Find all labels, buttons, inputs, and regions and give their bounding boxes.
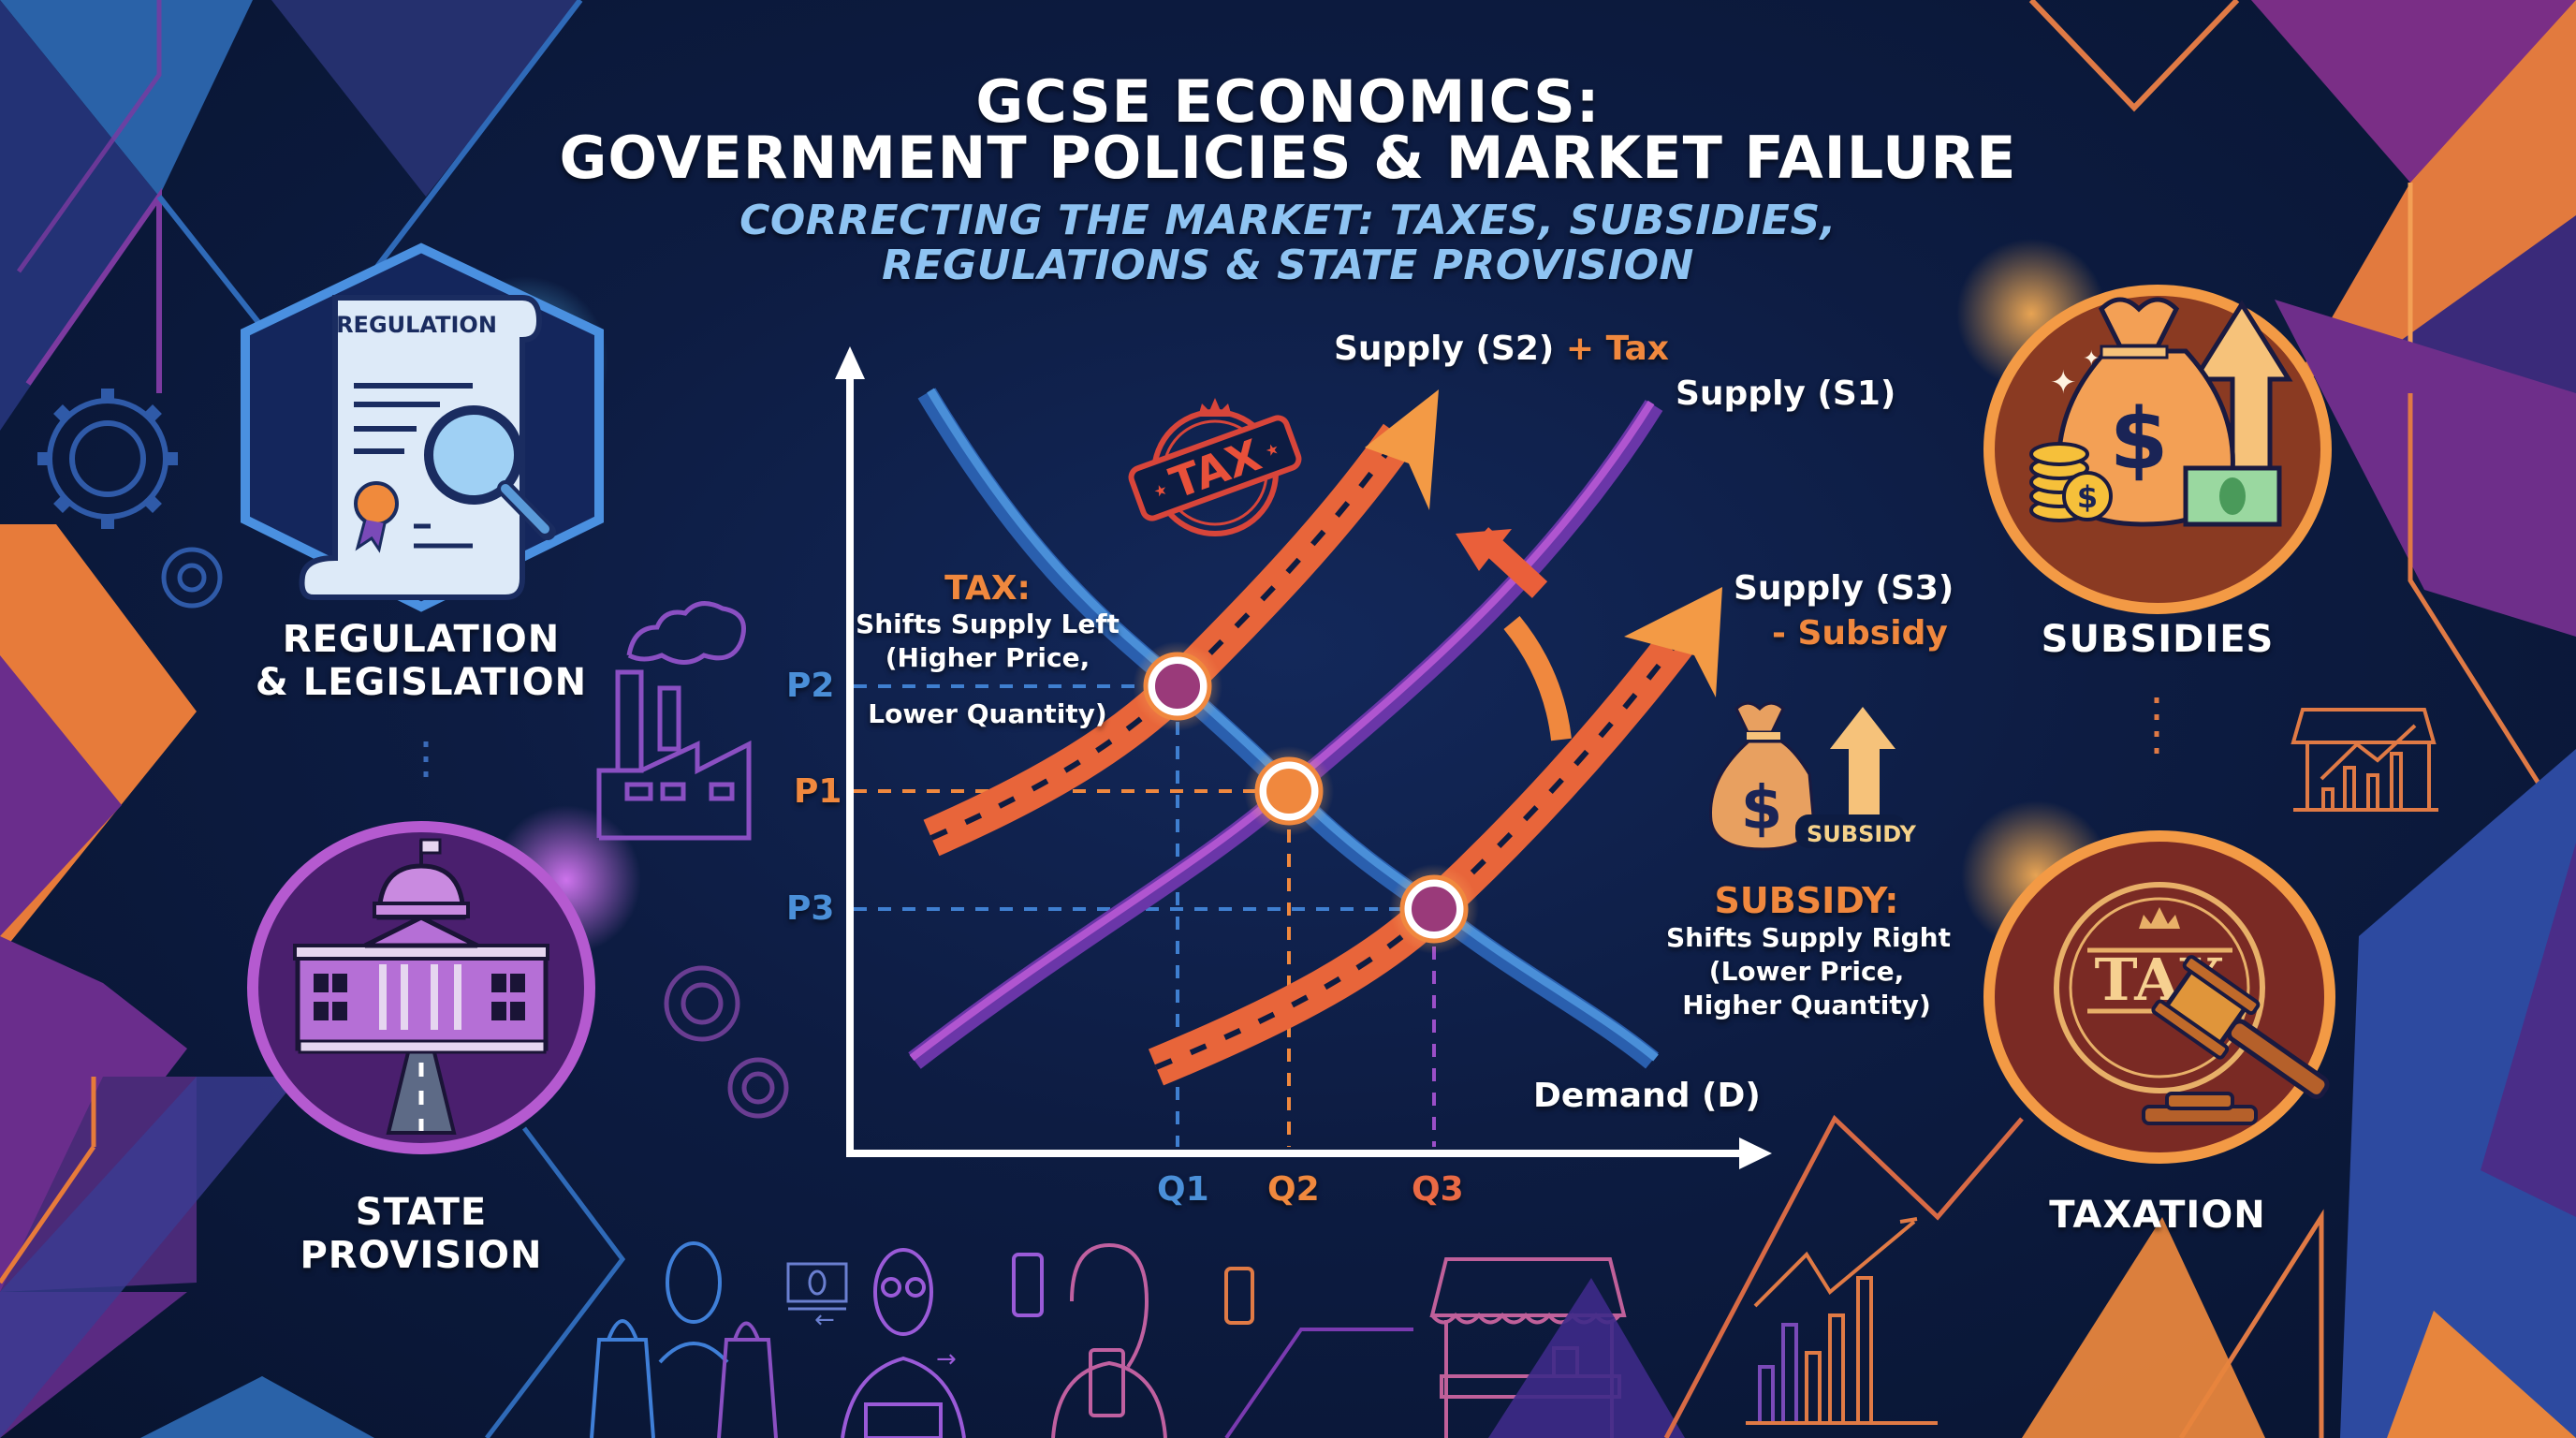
subsidies-label: SUBSIDIES — [2041, 618, 2275, 661]
s2-label-suffix: + Tax — [1565, 330, 1670, 368]
shopping-bag-icon — [717, 1321, 778, 1438]
subsidy-note-heading: SUBSIDY: — [1714, 880, 1899, 921]
demand-label: Demand (D) — [1533, 1077, 1761, 1115]
quantity-label-q3: Q3 — [1412, 1170, 1464, 1209]
equilibrium-point-e3 — [1389, 864, 1479, 954]
phone-icon — [1012, 1253, 1044, 1317]
tax-note-heading: TAX: — [944, 569, 1031, 608]
government-building-road-icon — [293, 838, 549, 1135]
shopper-man-icon — [590, 1241, 729, 1438]
sparkle-small-icon: ✦ — [2083, 347, 2100, 371]
supply-s2-arrowhead — [1365, 389, 1439, 510]
s2-label-main: Supply (S2) — [1334, 330, 1555, 368]
page-title-line1: GCSE ECONOMICS: — [975, 67, 1601, 136]
arrow-left-icon: ← — [814, 1306, 835, 1334]
regulation-label-line1: REGULATION — [282, 618, 561, 661]
taxation-label: TAXATION — [2049, 1194, 2266, 1237]
regulation-label: REGULATION & LEGISLATION — [243, 618, 599, 704]
svg-text:★: ★ — [1151, 479, 1170, 501]
svg-text:$: $ — [2110, 390, 2169, 489]
gear-purple-icon — [664, 965, 789, 1119]
s2-label: Supply (S2) + Tax — [1334, 330, 1669, 368]
price-label-p1: P1 — [794, 772, 842, 811]
woman-phone-icon — [1051, 1242, 1254, 1438]
subsidy-money-bag-icon: $ — [1709, 701, 1906, 851]
subtitle-line2: REGULATIONS & STATE PROVISION — [882, 242, 1694, 289]
factory-icon — [596, 601, 752, 841]
s3-label-main: Supply (S3) — [1734, 569, 1954, 608]
equilibrium-point-e2 — [1133, 641, 1222, 731]
shift-left-arrow-icon — [1456, 527, 1548, 598]
page-title-line2: GOVERNMENT POLICIES & MARKET FAILURE — [559, 124, 2017, 192]
tax-stamp-icon: TAX ★ ★ — [1128, 398, 1302, 536]
man-glasses-laptop-icon — [841, 1248, 966, 1438]
svg-text:$: $ — [1741, 774, 1783, 844]
subsidy-note: SUBSIDY: Shifts Supply Right (Lower Pric… — [1666, 880, 1951, 1022]
subsidy-note-line2: (Lower Price, — [1708, 956, 1905, 987]
subtitle-line1: CORRECTING THE MARKET: TAXES, SUBSIDIES, — [739, 197, 1837, 244]
regulation-document-magnifier-icon — [299, 295, 556, 600]
tax-seal-gavel-icon: TAX — [2054, 882, 2330, 1125]
supply-s3-subsidy-curve — [1148, 620, 1701, 1086]
tax-note-line1: Shifts Supply Left — [856, 609, 1120, 639]
quantity-label-q2: Q2 — [1267, 1170, 1320, 1209]
state-provision-label-line2: PROVISION — [300, 1234, 543, 1277]
price-guide-lines — [854, 684, 1436, 1147]
cash-note-icon — [786, 1262, 848, 1311]
supply-s1-curve — [908, 400, 1663, 1069]
subsidy-badge: SUBSIDY — [1807, 821, 1916, 847]
arrow-right-icon: → — [936, 1345, 957, 1373]
state-provision-label-line1: STATE — [355, 1191, 488, 1234]
tax-note: TAX: Shifts Supply Left (Higher Price, L… — [847, 569, 1128, 731]
sparkle-icon: ✦ — [2050, 364, 2077, 402]
s1-label: Supply (S1) — [1676, 374, 1896, 413]
svg-text:★: ★ — [1263, 439, 1281, 461]
s3-label-suffix: - Subsidy — [1772, 614, 1948, 653]
gear-small-icon — [161, 547, 223, 609]
price-label-p2: P2 — [786, 667, 835, 705]
equilibrium-point-e1 — [1244, 746, 1334, 836]
subsidy-note-line1: Shifts Supply Right — [1666, 922, 1951, 953]
svg-text:$: $ — [2077, 479, 2098, 515]
subsidy-note-line3: Higher Quantity) — [1682, 990, 1931, 1020]
quantity-label-q1: Q1 — [1157, 1170, 1209, 1209]
state-provision-label: STATE PROVISION — [243, 1191, 599, 1277]
regulation-label-line2: & LEGISLATION — [255, 661, 588, 704]
tax-note-line2: (Higher Price, — [885, 642, 1090, 673]
money-bag-arrow-icon: $ $ ✦ ✦ — [2029, 297, 2293, 527]
regulation-doc-title: REGULATION — [336, 312, 497, 338]
storefront-chart-icon — [2291, 708, 2438, 812]
gear-icon — [37, 389, 178, 529]
price-label-p3: P3 — [786, 889, 835, 928]
bar-chart-up-icon — [1746, 1217, 1938, 1425]
tax-note-line3: Lower Quantity) — [868, 698, 1107, 729]
shift-right-arc-icon — [1503, 616, 1572, 741]
supply-s3-arrowhead — [1624, 587, 1722, 697]
